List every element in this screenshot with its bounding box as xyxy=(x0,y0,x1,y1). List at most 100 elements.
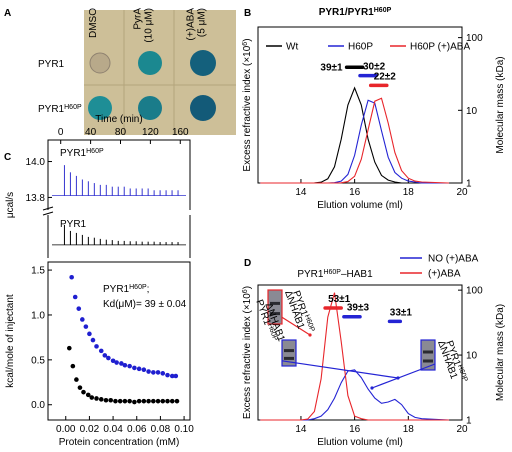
elution-trace xyxy=(260,369,450,421)
data-point xyxy=(146,398,151,404)
text-part: –HAB1 xyxy=(341,269,373,280)
x-tick-label: 80 xyxy=(115,127,127,138)
text-part: ; xyxy=(147,284,150,295)
colony-blue xyxy=(190,95,216,121)
gel-band xyxy=(284,356,294,360)
gel-inset xyxy=(267,289,283,325)
data-point xyxy=(69,274,74,280)
arrow-head xyxy=(308,333,312,337)
y-tick-label: 13.8 xyxy=(26,193,46,204)
data-point xyxy=(141,398,147,404)
data-point xyxy=(76,306,82,311)
chart-spikes xyxy=(47,215,191,258)
data-point xyxy=(72,294,78,300)
superscript: H60P xyxy=(129,284,147,291)
data-point xyxy=(169,398,175,404)
data-point xyxy=(132,365,137,371)
y-tick-label: 0.0 xyxy=(31,400,45,411)
data-point xyxy=(151,398,156,404)
data-point xyxy=(94,344,99,349)
panel-letter: C xyxy=(4,152,11,163)
colony-blue xyxy=(138,96,162,120)
x-tick-label: 14 xyxy=(295,424,307,435)
axis-frame xyxy=(47,215,191,258)
panel-letter: A xyxy=(4,8,11,19)
y-tick-label: 14.0 xyxy=(26,157,46,168)
x-axis-label: Protein concentration (mM) xyxy=(59,437,180,448)
data-point xyxy=(141,367,147,373)
y-tick-label: 0.5 xyxy=(31,355,45,366)
mass-label: 39±3 xyxy=(347,303,370,314)
row-label: PYR1 xyxy=(38,59,65,70)
data-point xyxy=(113,398,118,404)
data-point xyxy=(106,355,111,361)
y2-tick-label: 1 xyxy=(466,179,472,190)
y-axis-label: Excess refractive index (×106) xyxy=(242,286,254,419)
data-point xyxy=(160,371,166,376)
elution-trace xyxy=(260,86,450,184)
data-point xyxy=(83,324,89,329)
x-tick-label: 40 xyxy=(85,127,97,138)
y-axis-label: μcal/s xyxy=(5,192,16,218)
elution-trace xyxy=(260,97,450,184)
y2-tick-label: 100 xyxy=(466,33,483,44)
superscript: H60P xyxy=(64,104,82,111)
x-tick-label: 0.10 xyxy=(174,424,194,435)
data-point xyxy=(102,353,108,358)
mass-label: 39±1 xyxy=(320,62,343,73)
mass-label: 22±2 xyxy=(374,71,397,82)
data-point xyxy=(98,397,104,402)
data-point xyxy=(127,398,132,404)
axis-frame xyxy=(47,139,191,210)
text-part: Excess refractive index (×10 xyxy=(242,293,253,419)
x-tick-label: 0 xyxy=(58,127,64,138)
data-point xyxy=(132,399,137,405)
arrow xyxy=(281,316,311,336)
data-point xyxy=(160,398,166,404)
x-axis-label: Elution volume (ml) xyxy=(317,437,403,448)
legend-label: NO (+)ABA xyxy=(428,254,479,265)
legend-label: H60P (+)ABA xyxy=(410,42,470,53)
data-point xyxy=(151,370,156,375)
text-part: ) xyxy=(242,38,253,41)
x-tick-label: 20 xyxy=(456,187,468,198)
mass-label: 30±2 xyxy=(363,62,386,73)
data-point xyxy=(155,398,161,404)
data-point xyxy=(165,398,170,404)
arrow xyxy=(281,360,399,379)
data-point xyxy=(165,372,170,378)
gel-band xyxy=(270,312,280,316)
x-tick-label: 18 xyxy=(403,424,415,435)
elution-trace xyxy=(260,292,450,421)
x-axis-label: Elution volume (ml) xyxy=(317,200,403,211)
arrow xyxy=(371,363,436,389)
data-point xyxy=(136,366,142,372)
mass-label: 33±1 xyxy=(390,307,413,318)
data-point xyxy=(146,369,151,374)
y-axis-label: Excess refractive index (×106) xyxy=(242,38,254,171)
data-point xyxy=(117,398,123,404)
text-part: Kd(μM)= 39 ± 0.04 xyxy=(103,299,187,310)
chart-line xyxy=(257,26,463,184)
x-tick-label: 0.06 xyxy=(127,424,147,435)
gel-band xyxy=(270,301,280,305)
data-point xyxy=(114,360,119,365)
text-part: PYR1 xyxy=(38,59,65,70)
y2-axis-label: Molecular mass (kDa) xyxy=(495,56,506,153)
column-label: (+)ABA xyxy=(186,8,197,41)
data-point xyxy=(90,337,96,343)
data-point xyxy=(87,331,92,337)
superscript: 6 xyxy=(242,289,249,293)
gel-band xyxy=(284,349,294,353)
x-tick-label: 14 xyxy=(295,187,307,198)
colony-blue xyxy=(138,51,162,75)
text-part: PYR1 xyxy=(38,104,65,115)
x-tick-label: 0.08 xyxy=(151,424,171,435)
chart-title: PYR1/PYR1H60P xyxy=(319,7,392,19)
x-tick-label: 160 xyxy=(172,127,189,138)
chart-spikes xyxy=(47,139,191,210)
gel-band xyxy=(423,350,433,354)
x-tick-label: 120 xyxy=(142,127,159,138)
text-part: PYR1 xyxy=(103,284,130,295)
axis-frame xyxy=(257,284,463,421)
